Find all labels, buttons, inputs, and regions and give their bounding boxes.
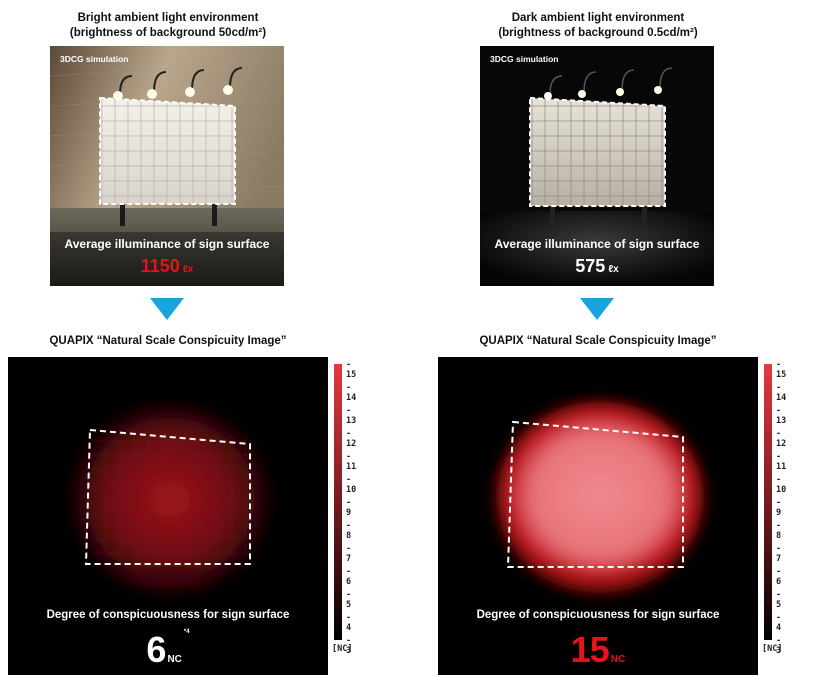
scale-tick-label: - 7 bbox=[346, 544, 352, 564]
scale-tick-label: - 6 bbox=[346, 567, 352, 587]
scale-tick-label: - 8 bbox=[346, 521, 352, 541]
scale-tick-label: - 10 bbox=[776, 475, 787, 495]
left-conspicuity-image: Degree of conspicuousness for sign surfa… bbox=[8, 357, 328, 675]
right-conspicuousness-caption: Degree of conspicuousness for sign surfa… bbox=[476, 609, 720, 621]
left-scale-bar bbox=[334, 364, 342, 640]
scale-tick-label: - 7 bbox=[776, 544, 782, 564]
left-scale-unit: [NC] bbox=[332, 644, 353, 654]
scale-tick-label: - 12 bbox=[776, 429, 787, 449]
right-illuminance-unit: ℓx bbox=[608, 264, 619, 275]
scale-tick-label: - 3 bbox=[346, 636, 352, 656]
left-nc-scale: - 15 - 14 - 13 - 12 - 11 - 10 - 9 - 8 - 7 - 6 - 5 -… bbox=[332, 360, 374, 660]
right-down-arrow-icon bbox=[580, 298, 614, 320]
scale-tick-label: - 12 bbox=[346, 429, 357, 449]
right-illuminance-number: 575 bbox=[575, 256, 606, 276]
right-quapix-heading: QUAPIX “Natural Scale Conspicuity Image” bbox=[479, 335, 717, 347]
right-illuminance-caption: Average illuminance of sign surface bbox=[494, 237, 700, 251]
right-illuminance-value: 575 ℓx bbox=[480, 256, 714, 277]
left-nc-unit: NC bbox=[167, 654, 182, 665]
scale-tick-label: - 8 bbox=[776, 521, 782, 541]
right-conspicuity-image: Degree of conspicuousness for sign surfa… bbox=[438, 357, 758, 675]
scale-tick-label: - 13 bbox=[346, 406, 357, 426]
scale-tick-label: - 6 bbox=[776, 567, 782, 587]
scale-tick-label: - 11 bbox=[346, 452, 357, 472]
scale-tick-label: - 14 bbox=[776, 383, 787, 403]
left-heading-line1: Bright ambient light environment bbox=[77, 12, 259, 24]
left-illuminance-number: 1150 bbox=[140, 256, 180, 276]
scale-tick-label: - 15 bbox=[776, 360, 787, 380]
right-simulation-label: 3DCG simulation bbox=[490, 54, 559, 64]
left-nc-footnote: *4 bbox=[183, 629, 190, 635]
scale-tick-label: - 10 bbox=[346, 475, 357, 495]
left-heading-line2: (brightness of background 50cd/m²) bbox=[69, 27, 267, 39]
scale-tick-label: - 13 bbox=[776, 406, 787, 426]
right-nc-scale: - 15 - 14 - 13 - 12 - 11 - 10 - 9 - 8 - 7 - 6 - 5 -… bbox=[762, 360, 804, 660]
left-illuminance-value: 1150 ℓx bbox=[50, 256, 284, 277]
right-heading-line2: (brightness of background 0.5cd/m²) bbox=[498, 27, 698, 39]
right-scale-bar bbox=[764, 364, 772, 640]
scale-tick-label: - 4 bbox=[776, 613, 782, 633]
left-nc-number: 6 bbox=[146, 629, 166, 670]
left-conspicuousness-caption: Degree of conspicuousness for sign surfa… bbox=[46, 609, 290, 621]
scale-tick-label: - 15 bbox=[346, 360, 357, 380]
right-simulation-photo: 3DCG simulation Average illuminance of s… bbox=[480, 46, 714, 286]
right-heading: Dark ambient light environment (brightne… bbox=[473, 11, 723, 41]
scale-tick-label: - 3 bbox=[776, 636, 782, 656]
left-simulation-photo: 3DCG simulation Average illuminance of s… bbox=[50, 46, 284, 286]
left-conspicuousness-value: 6 NC *4 bbox=[8, 629, 328, 671]
right-heading-line1: Dark ambient light environment bbox=[511, 12, 685, 24]
scale-tick-label: - 14 bbox=[346, 383, 357, 403]
scale-tick-label: - 5 bbox=[346, 590, 352, 610]
scale-tick-label: - 4 bbox=[346, 613, 352, 633]
left-heading: Bright ambient light environment (bright… bbox=[43, 11, 293, 41]
left-down-arrow-icon bbox=[150, 298, 184, 320]
scale-tick-label: - 11 bbox=[776, 452, 787, 472]
right-nc-number: 15 bbox=[570, 629, 610, 670]
scale-tick-label: - 5 bbox=[776, 590, 782, 610]
left-illuminance-unit: ℓx bbox=[182, 264, 194, 275]
right-nc-unit: NC bbox=[610, 654, 626, 665]
scale-tick-label: - 9 bbox=[776, 498, 782, 518]
left-quapix-heading: QUAPIX “Natural Scale Conspicuity Image” bbox=[49, 335, 287, 347]
left-illuminance-caption: Average illuminance of sign surface bbox=[64, 237, 270, 251]
scale-tick-label: - 9 bbox=[346, 498, 352, 518]
right-conspicuousness-value: 15 NC bbox=[438, 629, 758, 671]
right-scale-unit: [NC] bbox=[762, 644, 783, 654]
left-simulation-label: 3DCG simulation bbox=[60, 54, 129, 64]
